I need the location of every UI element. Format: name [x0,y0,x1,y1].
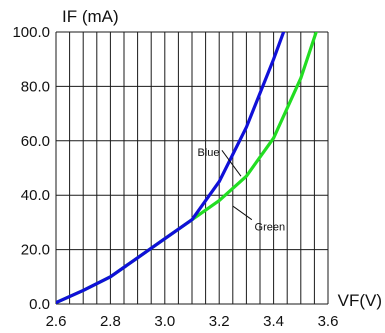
y-tick-label: 80.0 [21,78,50,95]
plot-area: 2.6 2.8 3.0 3.2 3.4 3.6 0.0 20.0 40.0 60.0 80.0 100… [12,24,339,330]
x-tick-label: 2.8 [100,313,121,330]
series-label-green: Green [255,222,286,234]
y-tick-label: 40.0 [21,187,50,204]
x-tick-label: 3.2 [209,313,230,330]
x-tick-label: 3.4 [263,313,284,330]
series-line-blue [56,32,286,304]
y-tick-label: 0.0 [29,296,50,313]
series-label-blue: Blue [197,147,219,159]
y-axis-title: IF (mA) [62,7,119,26]
y-tick-label: 20.0 [21,242,50,259]
green-label-leader [232,205,253,221]
x-tick-label: 3.0 [154,313,175,330]
x-axis-title: VF(V) [338,291,382,310]
y-tick-label: 100.0 [12,24,50,41]
x-tick-label: 2.6 [46,313,67,330]
y-tick-label: 60.0 [21,133,50,150]
x-tick-label: 3.6 [318,313,339,330]
blue-label-leader [221,150,242,177]
